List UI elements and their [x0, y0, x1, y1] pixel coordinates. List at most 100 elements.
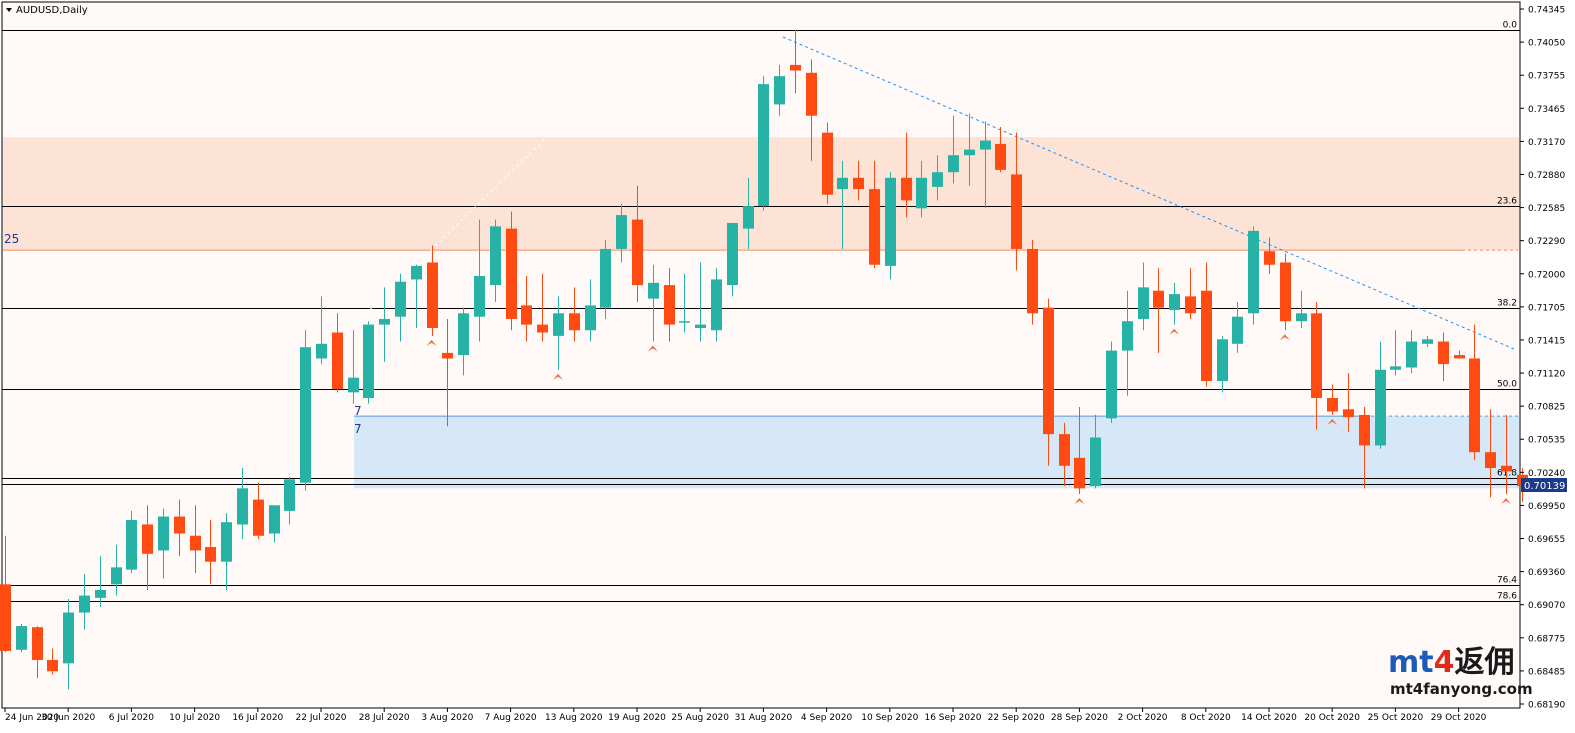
- candle: [490, 219, 501, 303]
- chart-menu-triangle-icon[interactable]: [6, 8, 12, 12]
- candle-body: [1232, 316, 1243, 344]
- candle: [1454, 350, 1465, 359]
- candle-body: [901, 177, 912, 201]
- candle-body: [916, 177, 927, 209]
- candle: [774, 64, 785, 116]
- current-price-box: [1521, 478, 1567, 492]
- candle: [332, 313, 343, 393]
- time-tick-label: 29 Oct 2020: [1431, 713, 1487, 723]
- candle-body: [363, 324, 374, 398]
- candle-body: [1485, 452, 1496, 469]
- time-tick-label: 22 Jul 2020: [296, 713, 347, 723]
- candle-body: [458, 313, 469, 356]
- candle-body: [411, 265, 422, 280]
- candle-body: [1375, 369, 1386, 446]
- candle-body: [1185, 296, 1196, 314]
- zone-label-7b: 7: [354, 422, 362, 436]
- candle-body: [379, 318, 390, 325]
- price-tick-label: 0.73465: [1528, 105, 1565, 115]
- fractal-down-marker: [1327, 418, 1338, 425]
- candle: [1027, 239, 1038, 325]
- candle-body: [569, 313, 580, 331]
- candle-body: [869, 189, 880, 265]
- candle: [63, 598, 74, 690]
- price-tick-label: 0.72880: [1528, 171, 1565, 181]
- candle: [1390, 330, 1401, 376]
- descending-trendline: [782, 36, 1515, 350]
- candle-body: [822, 132, 833, 195]
- candle: [190, 505, 201, 574]
- candle-body: [885, 177, 896, 266]
- watermark-mt: mt: [1388, 645, 1434, 680]
- time-tick-label: 20 Oct 2020: [1304, 713, 1360, 723]
- candle-body: [1122, 321, 1133, 351]
- candle: [885, 172, 896, 280]
- candle-body: [47, 659, 58, 672]
- price-tick-label: 0.69360: [1528, 568, 1565, 578]
- candle-body: [332, 332, 343, 389]
- fib-label-23.6: 23.6: [1497, 197, 1517, 207]
- candle: [948, 115, 959, 184]
- candle-body: [664, 285, 675, 325]
- price-axis[interactable]: 0.74345 0.74050 0.73755 0.73465 0.73170 0.728…: [1520, 6, 1565, 711]
- ascending-trendline: [305, 133, 551, 373]
- trendlines: [305, 36, 1515, 373]
- candle-body: [995, 143, 1006, 170]
- chart-title-group: AUDUSD,Daily: [6, 5, 88, 16]
- candle: [411, 264, 422, 328]
- candle: [1438, 332, 1449, 382]
- watermark-4: 4: [1434, 645, 1455, 680]
- chart-title: AUDUSD,Daily: [16, 5, 88, 16]
- price-tick-label: 0.74345: [1528, 6, 1565, 16]
- candle: [1074, 407, 1085, 494]
- candle-body: [32, 627, 43, 660]
- candle: [932, 155, 943, 201]
- candle-body: [490, 226, 501, 286]
- time-tick-label: 7 Aug 2020: [485, 713, 537, 723]
- candle: [1011, 132, 1022, 271]
- candle: [1264, 237, 1275, 274]
- candle: [1469, 324, 1480, 461]
- candle: [1138, 262, 1149, 331]
- candle: [111, 544, 122, 596]
- time-tick-label: 22 Sep 2020: [988, 713, 1045, 723]
- candle: [1122, 290, 1133, 396]
- candle: [1248, 226, 1259, 325]
- candle: [269, 505, 280, 543]
- fractal-down-marker: [1074, 497, 1085, 504]
- candle: [506, 211, 517, 331]
- fractal-down-marker: [1279, 334, 1290, 341]
- time-tick-label: 14 Oct 2020: [1241, 713, 1297, 723]
- time-tick-label: 10 Sep 2020: [861, 713, 918, 723]
- candle-body: [553, 313, 564, 336]
- candle-body: [16, 626, 27, 650]
- time-tick-label: 6 Jul 2020: [109, 713, 154, 723]
- candle: [537, 273, 548, 342]
- candle: [758, 76, 769, 211]
- candle: [664, 268, 675, 342]
- candle-body: [1422, 339, 1433, 344]
- candle: [980, 121, 991, 209]
- watermark: mt4返佣 mt4fanyong.com: [1388, 645, 1533, 698]
- time-tick-label: 4 Sep 2020: [801, 713, 853, 723]
- candle-body: [1043, 307, 1054, 435]
- candle-body: [727, 222, 738, 286]
- candle-body: [1469, 358, 1480, 453]
- candle: [569, 287, 580, 342]
- candle: [632, 185, 643, 303]
- fib-label-78.6: 78.6: [1497, 592, 1517, 602]
- candle-body: [1106, 350, 1117, 419]
- candle: [695, 262, 706, 342]
- time-tick-label: 31 Aug 2020: [735, 713, 793, 723]
- candle-body: [63, 612, 74, 664]
- fractal-down-marker: [1169, 328, 1180, 335]
- fractal-markers: [426, 328, 1511, 504]
- time-tick-label: 16 Sep 2020: [924, 713, 981, 723]
- candle-body: [427, 262, 438, 328]
- price-tick-label: 0.69070: [1528, 601, 1565, 611]
- zone-label-25: 25: [4, 232, 19, 246]
- candle: [79, 574, 90, 630]
- watermark-cn: 返佣: [1454, 645, 1514, 680]
